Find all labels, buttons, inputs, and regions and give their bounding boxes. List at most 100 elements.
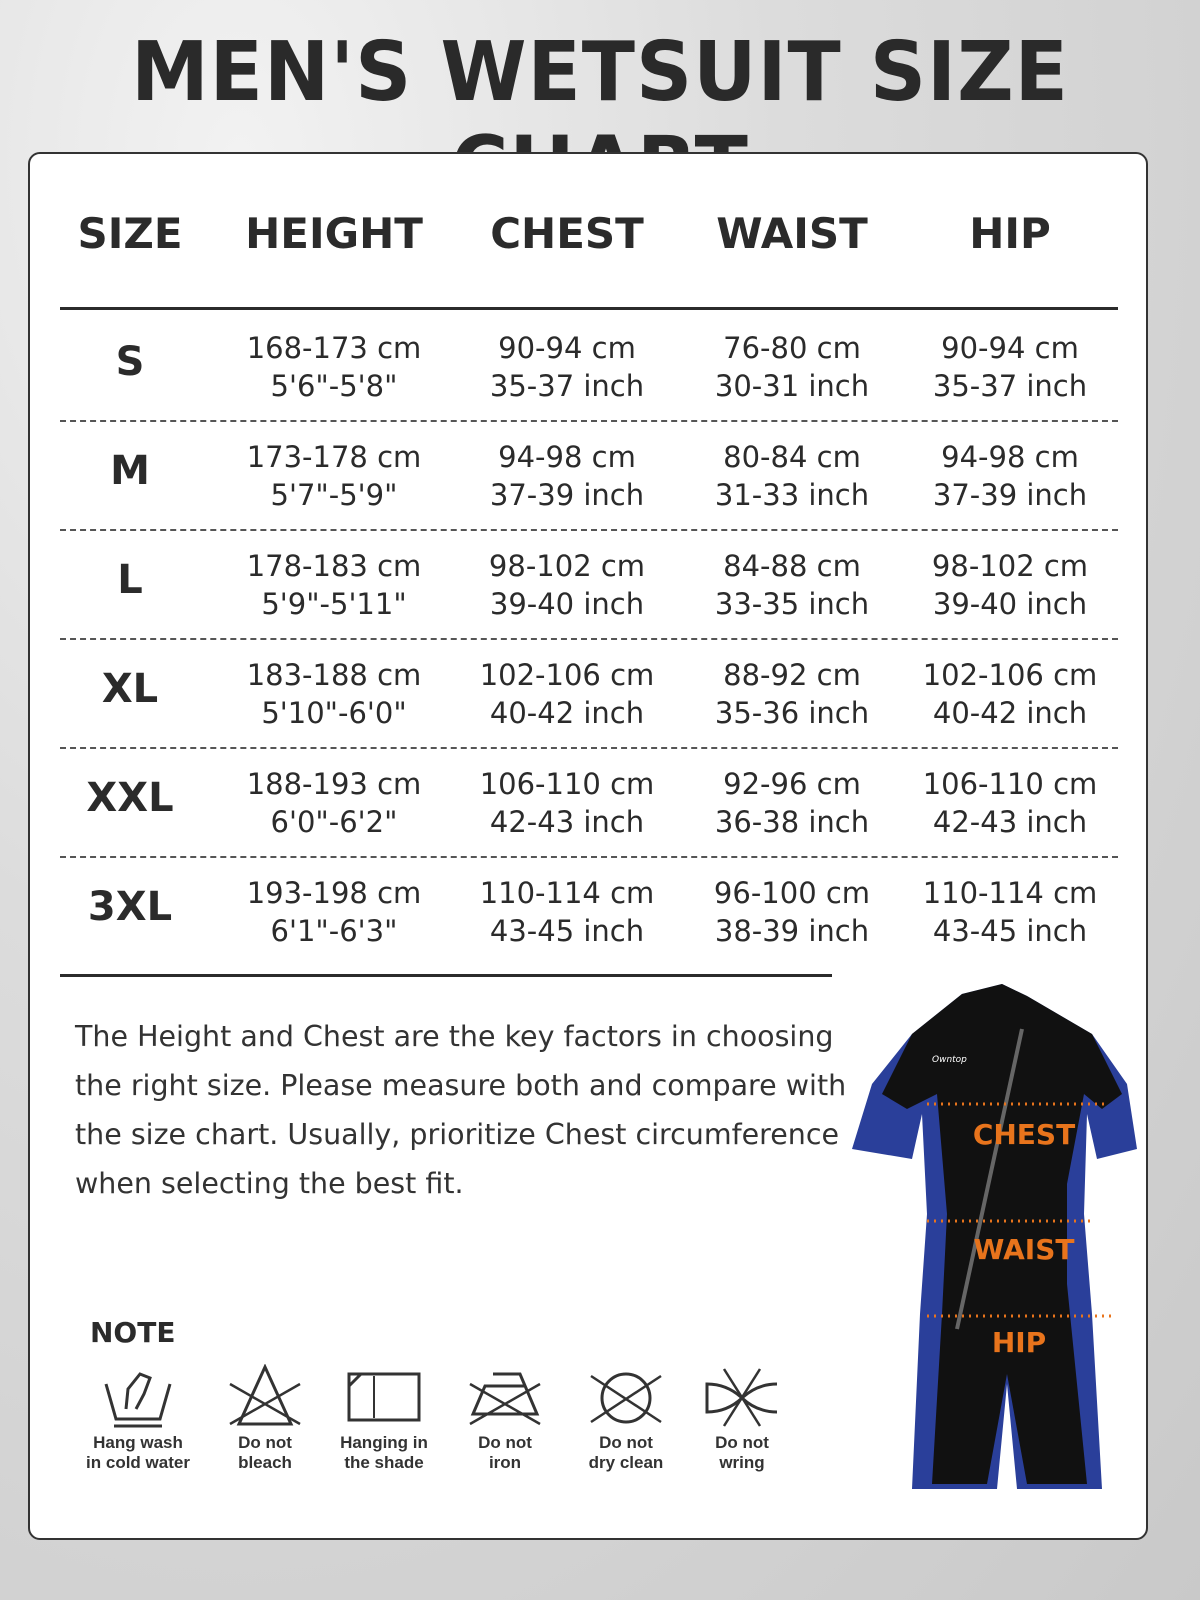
chest-imperial: 43-45 inch (489, 914, 645, 948)
care-instruction: Do not iron (440, 1364, 570, 1473)
care-label-line1: Do not (599, 1433, 653, 1452)
chest-metric: 110-114 cm (479, 876, 655, 910)
no-wring-icon (705, 1368, 778, 1427)
chest-cell: 106-110 cm 42-43 inch (480, 765, 655, 841)
row-divider (60, 856, 1118, 858)
table-row: XL 183-188 cm 5'10"-6'0" 102-106 cm 40-42 in… (30, 636, 1146, 745)
chest-imperial: 37-39 inch (489, 478, 645, 512)
care-label-line1: Hanging in (340, 1433, 428, 1452)
height-cell: 173-178 cm 5'7"-5'9" (247, 438, 422, 514)
height-imperial: 5'7"-5'9" (270, 478, 398, 512)
care-label-line2: the shade (344, 1453, 424, 1472)
chest-imperial: 42-43 inch (489, 805, 645, 839)
hip-cell: 102-106 cm 40-42 inch (923, 656, 1098, 732)
no-dry-clean-icon (590, 1372, 662, 1424)
waist-imperial: 36-38 inch (714, 805, 870, 839)
waist-cell: 88-92 cm 35-36 inch (715, 656, 869, 732)
hip-cell: 106-110 cm 42-43 inch (923, 765, 1098, 841)
height-cell: 168-173 cm 5'6"-5'8" (247, 329, 422, 405)
chest-metric: 90-94 cm (498, 331, 636, 365)
table-bottom-divider (60, 974, 832, 977)
care-label-line1: Do not (715, 1433, 769, 1452)
care-label-line2: wring (719, 1453, 765, 1472)
waist-metric: 76-80 cm (723, 331, 861, 365)
size-cell: M (110, 448, 150, 494)
chest-cell: 94-98 cm 37-39 inch (490, 438, 644, 514)
waist-metric: 96-100 cm (713, 876, 871, 910)
size-cell: XXL (86, 775, 174, 821)
header-divider (60, 307, 1118, 310)
column-header-hip: HIP (969, 209, 1051, 258)
size-cell: S (115, 339, 145, 385)
chest-imperial: 35-37 inch (489, 369, 645, 403)
height-metric: 183-188 cm (246, 658, 422, 692)
hip-cell: 90-94 cm 35-37 inch (933, 329, 1087, 405)
care-label-line1: Hang wash (93, 1433, 183, 1452)
waist-cell: 80-84 cm 31-33 inch (715, 438, 869, 514)
hand-wash-icon (104, 1372, 172, 1428)
hip-imperial: 43-45 inch (932, 914, 1088, 948)
no-iron-icon (469, 1372, 541, 1426)
care-label-line2: dry clean (588, 1453, 664, 1472)
hip-imperial: 39-40 inch (932, 587, 1088, 621)
dry-in-shade-icon (347, 1372, 421, 1422)
height-cell: 183-188 cm 5'10"-6'0" (247, 656, 422, 732)
care-label-line1: Do not (238, 1433, 292, 1452)
waist-imperial: 38-39 inch (714, 914, 870, 948)
hip-metric: 98-102 cm (931, 549, 1089, 583)
hip-metric: 102-106 cm (922, 658, 1098, 692)
chest-metric: 98-102 cm (488, 549, 646, 583)
care-instruction: Do not bleach (200, 1363, 330, 1473)
table-row: XXL 188-193 cm 6'0"-6'2" 106-110 cm 42-43 in… (30, 745, 1146, 854)
care-instruction: Do not wring (677, 1364, 807, 1473)
waist-imperial: 30-31 inch (714, 369, 870, 403)
waist-cell: 92-96 cm 36-38 inch (715, 765, 869, 841)
height-metric: 178-183 cm (246, 549, 422, 583)
waist-imperial: 35-36 inch (714, 696, 870, 730)
waist-metric: 80-84 cm (723, 440, 861, 474)
care-instruction: Hang wash in cold water (73, 1364, 203, 1473)
brand-logo: Owntop (932, 1055, 967, 1065)
height-metric: 173-178 cm (246, 440, 422, 474)
row-divider (60, 747, 1118, 749)
chest-cell: 98-102 cm 39-40 inch (489, 547, 645, 623)
waist-cell: 76-80 cm 30-31 inch (715, 329, 869, 405)
column-header-waist: WAIST (716, 209, 868, 258)
waist-metric: 92-96 cm (723, 767, 861, 801)
hip-imperial: 40-42 inch (932, 696, 1088, 730)
height-metric: 193-198 cm (246, 876, 422, 910)
chest-imperial: 40-42 inch (489, 696, 645, 730)
hip-imperial: 35-37 inch (932, 369, 1088, 403)
row-divider (60, 420, 1118, 422)
height-imperial: 5'9"-5'11" (261, 587, 407, 621)
height-imperial: 6'1"-6'3" (270, 914, 398, 948)
table-row: S 168-173 cm 5'6"-5'8" 90-94 cm 35-37 inch 76… (30, 309, 1146, 418)
waist-cell: 96-100 cm 38-39 inch (714, 874, 870, 950)
hip-cell: 110-114 cm 43-45 inch (923, 874, 1098, 950)
column-header-size: SIZE (77, 209, 183, 258)
waist-cell: 84-88 cm 33-35 inch (715, 547, 869, 623)
hip-imperial: 37-39 inch (932, 478, 1088, 512)
table-row: L 178-183 cm 5'9"-5'11" 98-102 cm 39-40 inch… (30, 527, 1146, 636)
height-metric: 168-173 cm (246, 331, 422, 365)
chest-label: CHEST (973, 1118, 1075, 1151)
size-cell: L (117, 557, 143, 603)
sizing-description: The Height and Chest are the key factors… (75, 1020, 847, 1200)
size-chart-card: SIZE HEIGHT CHEST WAIST HIP S 168-173 cm 5'6"-… (28, 152, 1148, 1540)
waist-imperial: 31-33 inch (714, 478, 870, 512)
waist-metric: 88-92 cm (723, 658, 861, 692)
column-header-chest: CHEST (490, 209, 644, 258)
column-header-height: HEIGHT (245, 209, 423, 258)
care-label-line2: bleach (238, 1453, 292, 1472)
care-instruction: Do not dry clean (561, 1364, 691, 1473)
hip-imperial: 42-43 inch (932, 805, 1088, 839)
hip-metric: 106-110 cm (922, 767, 1098, 801)
wetsuit-image: Owntop CHEST WAIST HIP (852, 984, 1137, 1489)
hip-metric: 90-94 cm (941, 331, 1079, 365)
chest-metric: 94-98 cm (498, 440, 636, 474)
table-row: M 173-178 cm 5'7"-5'9" 94-98 cm 37-39 inch 80… (30, 418, 1146, 527)
hip-cell: 94-98 cm 37-39 inch (933, 438, 1087, 514)
waist-label: WAIST (974, 1233, 1075, 1266)
care-instruction: Hanging in the shade (319, 1364, 449, 1473)
chest-cell: 110-114 cm 43-45 inch (480, 874, 655, 950)
